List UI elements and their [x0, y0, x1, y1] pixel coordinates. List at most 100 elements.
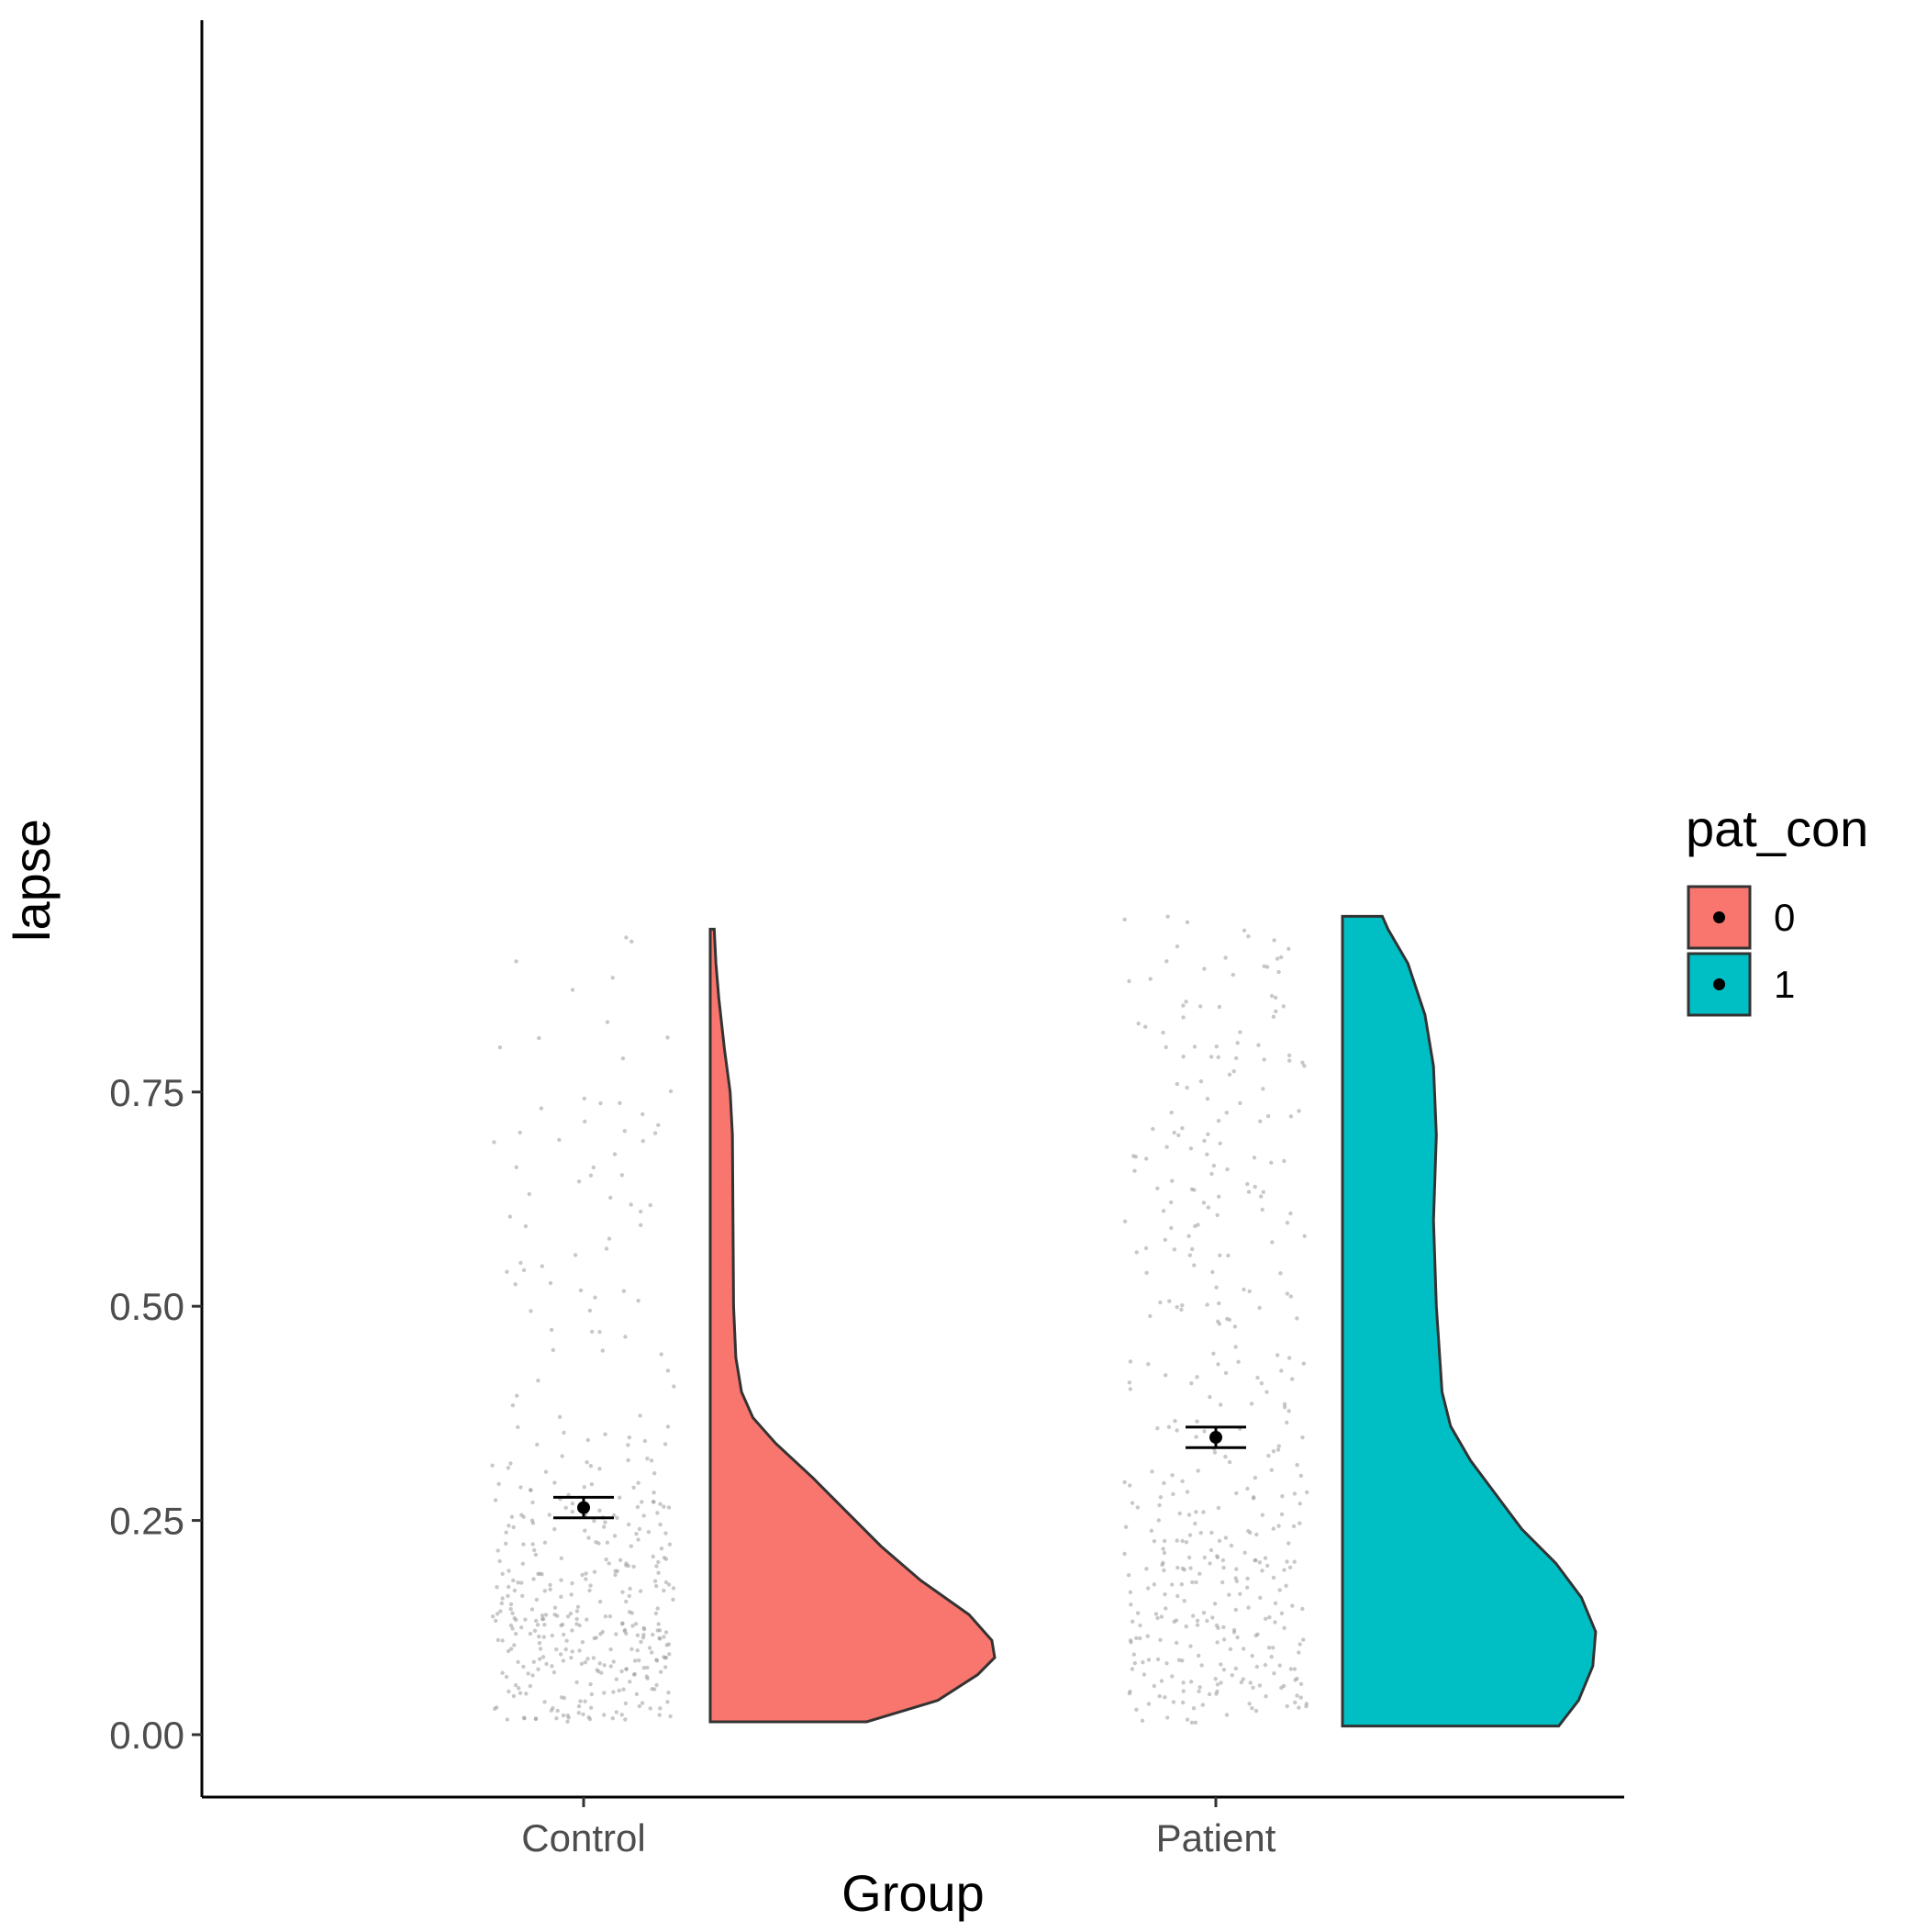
raw-point [607, 1614, 613, 1619]
raw-point [512, 1615, 517, 1621]
raw-point [655, 1606, 660, 1611]
y-tick-label: 0.25 [109, 1500, 184, 1543]
raw-point [1205, 1152, 1209, 1157]
raw-point [1254, 1532, 1259, 1537]
raw-point [528, 1631, 533, 1636]
raw-point [1200, 1703, 1206, 1707]
raw-point [1221, 1565, 1226, 1570]
raw-point [573, 1253, 578, 1257]
raw-point [1235, 1635, 1240, 1640]
raw-point [1269, 993, 1275, 999]
raw-point [1304, 1703, 1309, 1709]
raw-point [631, 1564, 636, 1569]
raw-point [1175, 944, 1180, 949]
mean-errorbar-layer [553, 1425, 1246, 1520]
raw-point [496, 1637, 500, 1643]
legend-label: 0 [1774, 896, 1795, 939]
raw-point [527, 1191, 531, 1197]
raw-point [496, 1548, 500, 1553]
raw-point [1143, 1245, 1149, 1251]
raw-point [640, 1111, 645, 1117]
raw-point [566, 1715, 571, 1720]
raw-point [498, 1609, 503, 1614]
raw-point [648, 1202, 652, 1208]
raw-point [536, 1667, 540, 1671]
raw-point [1141, 1659, 1145, 1665]
raw-point [1195, 1618, 1200, 1624]
raw-point [568, 1611, 574, 1616]
raw-point [1218, 1253, 1222, 1258]
raw-point [1227, 1592, 1231, 1597]
raw-point [1172, 1247, 1177, 1252]
raw-point [512, 1588, 518, 1593]
raw-point [1180, 1566, 1186, 1571]
raw-point [618, 1558, 623, 1563]
raw-point [667, 1542, 673, 1547]
raw-point [664, 1643, 669, 1647]
raw-point [602, 1663, 607, 1668]
raw-point [530, 1673, 535, 1678]
raw-point [608, 1647, 613, 1652]
x-tick-label: Control [521, 1816, 645, 1859]
legend-keys: 01 [1687, 885, 1795, 1017]
raw-point [656, 1622, 661, 1626]
raw-point [504, 1530, 508, 1535]
raw-point [514, 959, 518, 964]
raw-point [659, 1547, 664, 1551]
raw-point [500, 1596, 505, 1601]
raw-point [1165, 914, 1170, 919]
raw-point [1258, 1119, 1263, 1123]
raw-point [524, 1692, 529, 1696]
raw-point [1214, 1044, 1220, 1049]
raw-point [1145, 1634, 1151, 1638]
raw-point [1157, 1693, 1162, 1699]
raw-point [540, 1655, 546, 1659]
legend-point [1713, 911, 1725, 923]
raw-point [537, 1035, 541, 1041]
raw-point [1216, 1505, 1221, 1511]
raw-point [624, 935, 629, 940]
raw-point [666, 1691, 671, 1695]
raw-point [1248, 1681, 1253, 1685]
raw-point [1188, 1146, 1194, 1151]
raw-point [637, 1658, 641, 1663]
raw-point [1221, 1625, 1226, 1630]
raw-point [518, 1130, 522, 1135]
raw-point [662, 1588, 666, 1593]
raw-point [1189, 1381, 1194, 1386]
raw-point [548, 1280, 553, 1286]
raw-point [611, 1690, 616, 1694]
raw-point [1247, 1289, 1252, 1294]
raw-point [536, 1379, 540, 1383]
raw-point [1253, 1633, 1258, 1638]
raw-point [1301, 1361, 1307, 1366]
raw-point [624, 1599, 629, 1604]
raw-point [539, 1106, 544, 1111]
raw-point [615, 1569, 619, 1574]
raw-point [627, 1522, 631, 1527]
raw-point [1298, 1681, 1304, 1687]
raw-point [533, 1552, 539, 1558]
raw-point [1280, 1494, 1285, 1499]
raw-point [1169, 1225, 1174, 1231]
raw-point [1167, 1299, 1172, 1303]
raw-point [1285, 1291, 1290, 1296]
raw-point [1233, 1666, 1239, 1671]
raw-point [1214, 1623, 1220, 1628]
raw-point [574, 1680, 579, 1685]
raw-point [597, 1330, 602, 1335]
raw-point [1122, 917, 1127, 921]
errorbar-control [553, 1495, 614, 1520]
raw-point [1305, 1490, 1309, 1495]
raw-point [1179, 1582, 1185, 1587]
raw-point [497, 1558, 502, 1564]
raw-point [1276, 1524, 1281, 1528]
raw-point [652, 1500, 656, 1504]
raw-point [632, 1658, 638, 1663]
raw-point [562, 1430, 566, 1435]
raw-point [1180, 1700, 1186, 1705]
raw-point [599, 1670, 604, 1675]
raw-point [1287, 1541, 1291, 1546]
raw-point [1287, 946, 1291, 952]
